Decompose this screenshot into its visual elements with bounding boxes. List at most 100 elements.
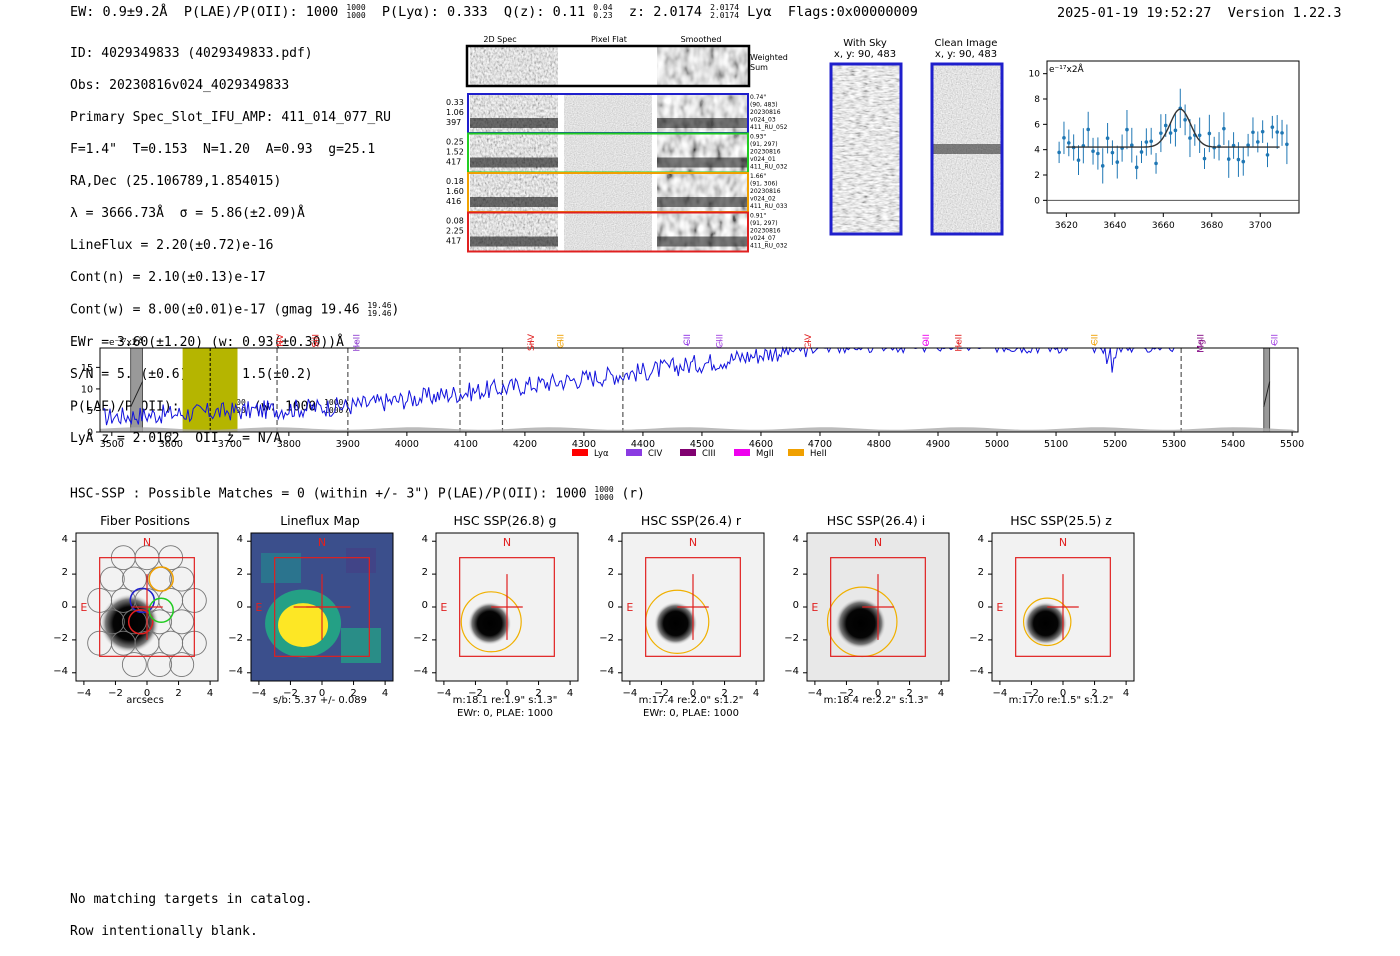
fit-ytick-label: 4 [1034,146,1040,156]
search-box [830,557,926,657]
hsc-ytick-label: −4 [53,665,68,677]
hsc-xtick-label: −4 [77,688,92,699]
spectrum-ytick-label: 5 [87,406,93,417]
hsc-ytick-label: 2 [421,567,428,579]
hsc-ytick-label: −2 [228,632,243,644]
hsc-xtick-label: −2 [1024,688,1039,699]
cutout-row-right-label: (91, 297) [750,220,778,227]
hsc-ytick-label: 0 [421,600,428,611]
header-datetime: 2025-01-19 19:52:27 [1057,5,1212,21]
fit-xtick-label: 3680 [1200,221,1223,231]
cutout-row-right-label: 411_RU_032 [750,164,788,171]
fit-point [1115,160,1120,164]
hsc-panel-image: N E −4 −2 0 2 4 [803,532,950,699]
cutout-row-right-label: (91, 297) [750,141,778,148]
north-label: N [503,536,511,549]
cutout-row-left-label: 1.52 [446,148,464,157]
cutout-row-right-label: v024_07 [750,235,776,242]
fit-point [1144,140,1149,144]
hsc-ytick-label: 4 [421,534,428,546]
weighted-pixel-flat [558,47,657,85]
spectral-line-label: NV [276,333,286,347]
hsc-xtick-label: −2 [654,688,669,699]
fit-point [1091,149,1095,154]
hsc-ytick-label: 2 [977,567,984,579]
fit-point [1159,131,1163,135]
spectrum-xtick-label: 5500 [1280,439,1304,450]
hsc-xtick-label: 4 [382,688,388,699]
cutout-row-right-label: 411_RU_032 [750,243,788,250]
cutout-row-right-label: 20230816 [750,149,781,156]
hsc-panel-caption: m:18.1 re:1.9" s:1.3" [452,695,558,706]
spectral-line-label: CIV [804,333,814,349]
hsc-panel-caption: m:17.4 re:2.0" s:1.2" [638,695,744,706]
header-plae: P(LAE)/P(OII): 1000 [183,4,339,20]
legend-label: MgII [756,449,774,459]
hsc-ytick-label: 2 [607,567,614,579]
header-flags: Flags:0x00000009 [787,4,918,20]
fit-point [1062,136,1066,140]
spectral-line-label: CII [1270,334,1280,346]
header-bar: EW: 0.9±9.2Å P(LAE)/P(OII): 1000 1000 100… [70,3,918,21]
cutout-row-left-label: 1.06 [446,108,464,117]
fit-point [1241,159,1246,164]
east-label: E [811,601,818,614]
legend-swatch [572,449,588,456]
hsc-xtick-label: 4 [753,688,759,699]
cutout-row-left-label: 0.33 [446,98,464,107]
fit-point [1188,136,1192,140]
hsc-xtick-label: 0 [1060,688,1066,699]
hsc-xtick-label: −4 [808,688,823,699]
hsc-panel-image: N E −4 −2 0 2 4 [432,532,579,699]
fit-ytick-label: 8 [1034,95,1040,105]
hsc-xtick-label: 0 [319,688,325,699]
hsc-xtick-label: 2 [906,688,912,699]
header-plya: P(Lyα): 0.333 [381,4,488,20]
header-qz-frac: 0.04 0.23 [593,3,613,20]
fit-point [1251,130,1255,135]
clean-image [930,62,1004,236]
fit-point [1076,158,1081,162]
legend-label: HeII [810,449,827,459]
fit-point [1173,128,1178,133]
hsc-xtick-label: 2 [350,688,356,699]
hsc-panel-caption: arcsecs [126,695,164,706]
east-label: E [80,601,87,614]
spectral-line-tick: { [806,339,810,347]
cutout-pixel-flat [564,213,652,251]
spectrum-xtick-label: 4600 [749,439,773,450]
hsc-ytick-label: 4 [236,534,243,546]
north-label: N [874,536,882,549]
hsc-xtick-label: −2 [468,688,483,699]
hsc-panel-caption: m:18.4 re:2.2" s:1.3" [823,695,929,706]
fit-point [1197,133,1202,138]
spectrum-xtick-label: 3700 [218,439,242,450]
aperture-ellipse [1022,597,1072,647]
hsc-ytick-label: 4 [792,534,799,546]
legend-swatch [626,449,642,456]
north-label: N [1059,536,1067,549]
info-radec: RA,Dec (25.106789,1.854015) [70,174,282,189]
legend-label: CIV [648,449,662,459]
hsc-panel-title: HSC SSP(25.5) z [1010,513,1112,528]
clean-image-title: Clean Image x, y: 90, 483 [934,38,998,60]
spectral-line-label: HeII [353,334,363,352]
legend-swatch [734,449,750,456]
info-obs: Obs: 20230816v024_4029349833 [70,78,290,93]
spectral-line-tick: { [1272,339,1276,347]
cutout-row-left-label: 2.25 [446,227,464,236]
fit-point [1149,139,1153,144]
hsc-ytick-label: 0 [792,600,799,611]
fit-point [1105,136,1110,141]
spectral-line-tick: { [558,339,562,347]
hsc-panel-title: HSC SSP(26.8) g [453,513,557,528]
spectrum-ytick-label: 10 [81,384,93,395]
fit-point [1096,151,1100,156]
spectrum-xtick-label: 4500 [690,439,714,450]
search-box [1015,557,1111,657]
cutout-pixel-flat [564,174,652,211]
hsc-xtick-label: 0 [690,688,696,699]
hsc-xtick-label: 4 [938,688,944,699]
